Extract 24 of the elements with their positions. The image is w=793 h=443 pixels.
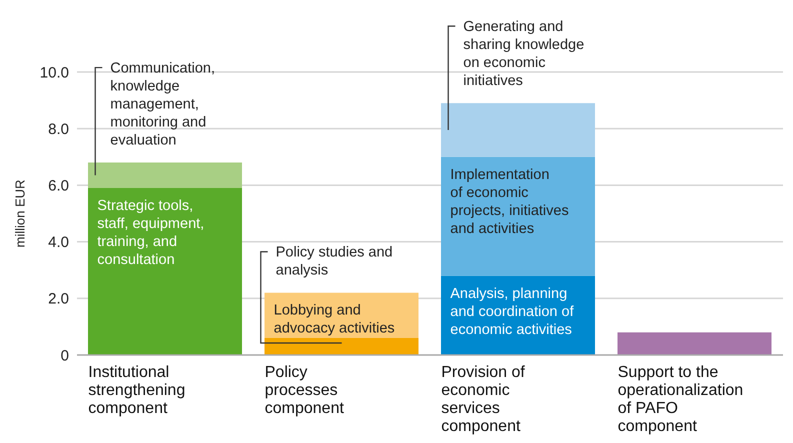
- y-tick-label: 2.0: [48, 290, 69, 308]
- annotation: Analysis, planning and coordination of economic activities: [450, 286, 575, 338]
- x-tick-label: Policy processes component: [264, 364, 344, 417]
- y-tick-label: 0: [60, 347, 69, 364]
- bar: [618, 332, 772, 355]
- annotation: Lobbying and advocacy activities: [274, 302, 395, 337]
- y-tick-label: 10.0: [40, 64, 69, 82]
- y-tick-label: 6.0: [48, 178, 69, 195]
- x-tick-label: Support to the operationalization of PAFO component: [618, 364, 744, 435]
- y-axis-title: million EUR: [12, 180, 28, 248]
- annotation: Policy studies and analysis: [276, 244, 393, 279]
- annotation: Implementation of economic projects, initiatives and activities: [450, 166, 569, 237]
- annotation: Strategic tools, staff, equipment, training, and consultation: [97, 198, 204, 268]
- annotation: Communication, knowledge management, monitoring and evaluation: [110, 60, 216, 149]
- annotation: Generating and sharing knowledge on economic initiatives: [463, 19, 584, 90]
- x-tick-label: Institutional strengthening component: [88, 364, 186, 417]
- bar: [88, 162, 242, 188]
- y-tick-label: 4.0: [48, 234, 69, 252]
- bar: [264, 338, 418, 355]
- bar: [441, 156, 595, 276]
- bar: [441, 103, 595, 157]
- x-tick-label: Provision of economic services component: [441, 364, 526, 435]
- bar: [88, 188, 242, 355]
- y-tick-label: 8.0: [48, 120, 69, 138]
